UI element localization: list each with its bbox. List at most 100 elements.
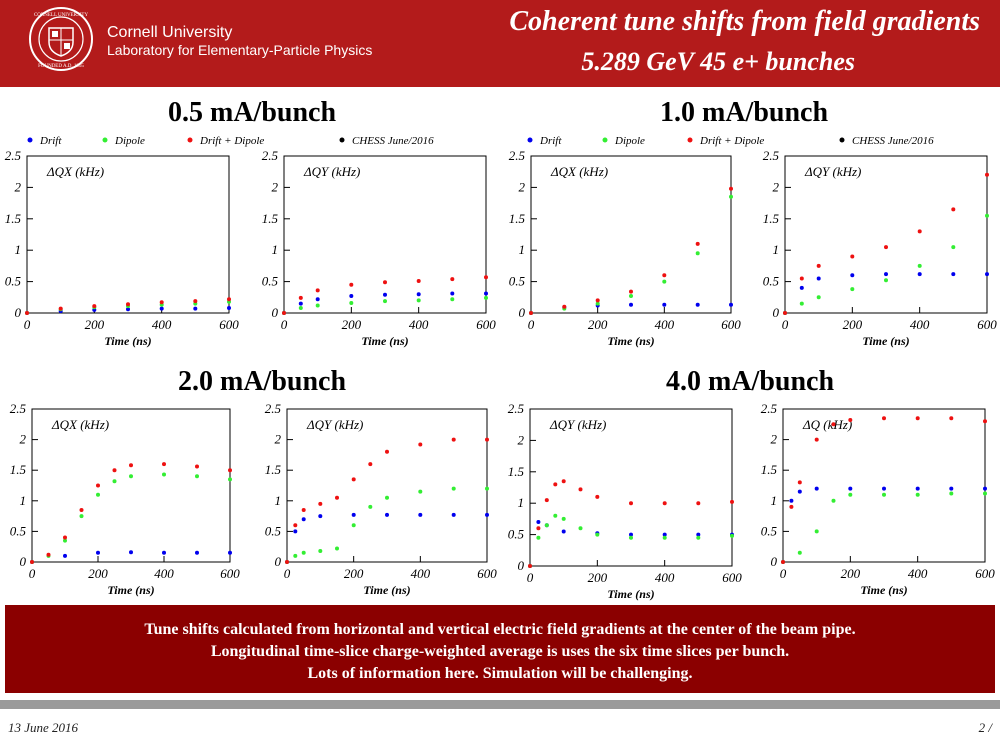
- svg-text:CORNELL UNIVERSITY: CORNELL UNIVERSITY: [34, 13, 89, 18]
- point-5-1-5: [351, 523, 356, 528]
- point-1-2-4: [383, 280, 387, 285]
- point-5-0-2: [301, 517, 306, 522]
- point-7-1-4: [848, 492, 853, 497]
- point-6-0-5: [629, 532, 633, 537]
- ytick-label-3-4: 2: [773, 179, 780, 194]
- ytick-label-0-4: 2: [15, 179, 22, 194]
- plot-frame-7: [782, 408, 986, 563]
- ytick-label-2-4: 2: [519, 179, 526, 194]
- point-7-2-4: [831, 422, 836, 427]
- university-name: Cornell University: [107, 24, 233, 41]
- ytick-label-4-3: 1.5: [10, 462, 27, 477]
- point-2-2-5: [695, 241, 700, 246]
- y-axis-label-3: ΔQY (kHz): [804, 164, 861, 179]
- xtick-label-1-0: 0: [281, 317, 288, 332]
- point-2-1-6: [729, 194, 733, 199]
- y-axis-label-1: ΔQY (kHz): [303, 164, 360, 179]
- xtick-label-7-2: 400: [908, 566, 928, 581]
- point-6-2-6: [595, 494, 600, 499]
- ytick-label-2-2: 1: [519, 242, 526, 257]
- xtick-label-1-2: 400: [409, 317, 429, 332]
- point-7-2-5: [848, 418, 853, 422]
- xtick-label-4-0: 0: [29, 566, 36, 581]
- point-3-1-5: [917, 263, 922, 268]
- ytick-label-5-3: 1.5: [265, 462, 282, 477]
- point-4-1-8: [195, 474, 199, 479]
- ytick-label-1-4: 2: [272, 179, 279, 194]
- xtick-label-0-1: 200: [85, 317, 105, 332]
- point-7-1-7: [949, 491, 954, 496]
- ytick-label-7-2: 1: [771, 493, 778, 508]
- legend-marker-0-0: [27, 137, 33, 143]
- ytick-label-6-2: 1: [518, 495, 525, 510]
- point-1-1-6: [450, 297, 455, 302]
- plot-points-7: [781, 416, 987, 564]
- ytick-label-7-3: 1.5: [761, 462, 778, 477]
- xtick-label-2-2: 400: [655, 317, 675, 332]
- point-1-2-6: [450, 277, 455, 282]
- ytick-label-4-1: 0.5: [10, 523, 27, 538]
- legend-marker-1-2: [687, 137, 693, 143]
- point-7-1-2: [814, 529, 819, 534]
- point-5-1-10: [485, 486, 489, 491]
- xtick-label-3-0: 0: [782, 317, 789, 332]
- point-5-2-10: [485, 437, 489, 442]
- point-3-2-1: [799, 276, 804, 281]
- point-1-2-7: [484, 275, 488, 280]
- xtick-label-4-1: 200: [88, 566, 108, 581]
- plot-points-2: [529, 186, 733, 315]
- point-3-0-5: [917, 272, 922, 277]
- point-4-1-6: [129, 474, 133, 479]
- point-5-1-7: [385, 495, 389, 500]
- point-7-0-1: [789, 498, 794, 503]
- xtick-label-5-2: 400: [411, 566, 431, 581]
- point-6-0-1: [536, 520, 541, 524]
- plot-points-4: [30, 462, 232, 564]
- point-4-1-5: [112, 479, 117, 484]
- point-6-1-2: [544, 523, 549, 528]
- xtick-label-3-1: 200: [843, 317, 863, 332]
- cornell-seal-logo: CORNELL UNIVERSITY FOUNDED A.D. 1865: [29, 7, 93, 71]
- xtick-label-7-3: 600: [975, 566, 995, 581]
- point-4-2-0: [30, 560, 34, 564]
- point-2-2-2: [595, 298, 600, 303]
- point-5-2-7: [385, 449, 389, 454]
- point-5-2-9: [451, 437, 456, 442]
- point-6-2-0: [528, 564, 532, 568]
- legend-marker-0-2: [187, 137, 193, 143]
- point-7-2-6: [882, 416, 886, 421]
- point-3-1-4: [884, 278, 888, 283]
- legend-marker-1-3: [839, 137, 845, 143]
- summary-line-1: Tune shifts calculated from horizontal a…: [144, 621, 856, 638]
- plot-points-1: [282, 275, 488, 315]
- plot-frame-5: [286, 408, 488, 563]
- point-6-0-3: [561, 529, 566, 534]
- point-5-1-8: [418, 489, 423, 494]
- point-1-2-2: [315, 288, 320, 293]
- point-6-2-8: [662, 501, 667, 506]
- legend-label-0-2: Drift + Dipole: [199, 135, 264, 147]
- point-1-0-3: [349, 294, 354, 298]
- point-5-1-9: [451, 486, 456, 491]
- plot-points-6: [528, 479, 734, 568]
- ytick-label-3-0: 0: [773, 305, 780, 320]
- point-1-1-1: [298, 306, 303, 310]
- ytick-label-1-2: 1: [272, 242, 279, 257]
- xtick-label-0-0: 0: [24, 317, 31, 332]
- ytick-label-4-2: 1: [20, 493, 27, 508]
- legend-label-1-1: Dipole: [614, 135, 645, 147]
- point-3-2-3: [850, 254, 855, 259]
- point-4-1-9: [228, 477, 232, 482]
- xtick-label-7-0: 0: [780, 566, 787, 581]
- group-title-0p5: 0.5 mA/bunch: [168, 97, 337, 128]
- point-6-2-9: [696, 501, 701, 506]
- point-0-2-6: [227, 297, 231, 302]
- point-0-0-4: [159, 306, 164, 311]
- point-4-2-6: [129, 463, 133, 468]
- point-3-1-6: [951, 245, 956, 250]
- point-5-0-1: [293, 529, 298, 534]
- point-3-0-7: [985, 272, 989, 277]
- ytick-label-6-0: 0: [518, 558, 525, 573]
- point-1-0-1: [298, 301, 303, 306]
- point-4-1-3: [79, 514, 84, 519]
